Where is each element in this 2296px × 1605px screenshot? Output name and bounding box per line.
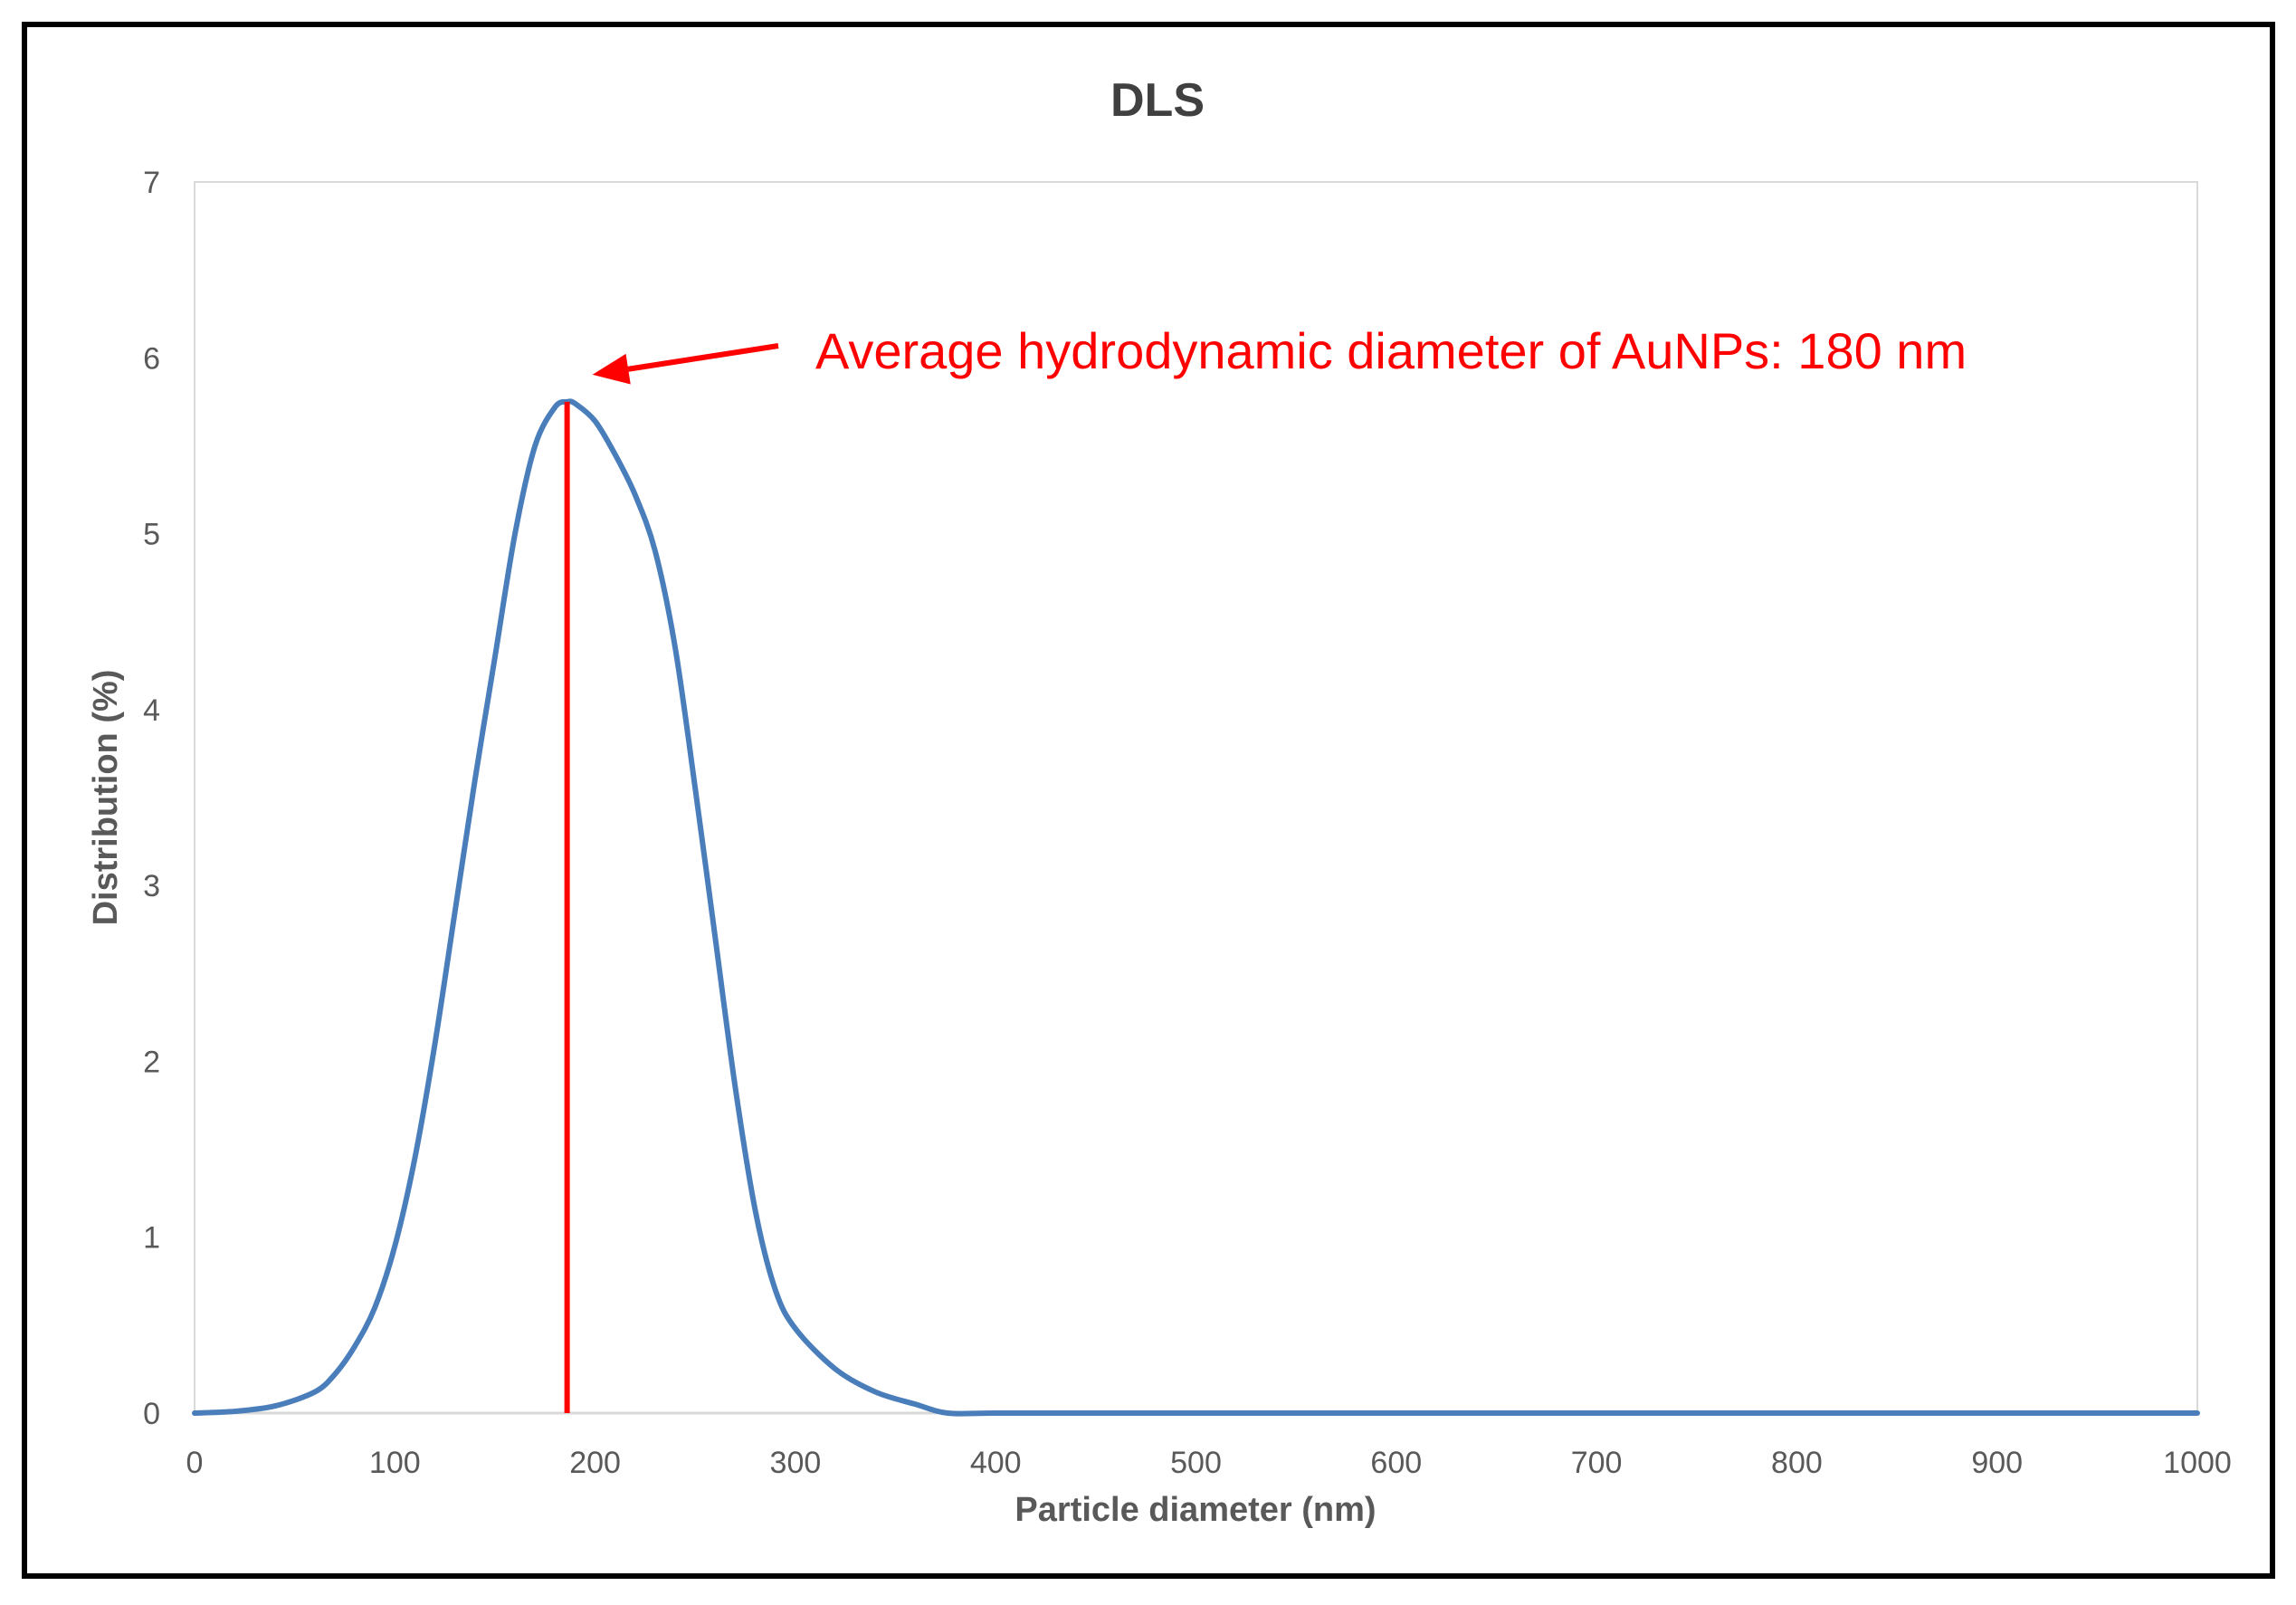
x-tick-label: 800 [1771,1446,1823,1480]
annotation-arrow-shaft [627,343,779,372]
chart-title: DLS [1110,74,1205,127]
x-tick-label: 900 [1971,1446,2023,1480]
x-tick-labels: 0 100 200 300 400 500 600 700 800 900 1000 [186,1446,2232,1480]
x-tick-label: 1000 [2163,1446,2232,1480]
y-tick-label: 3 [143,869,160,903]
y-tick-label: 5 [143,518,160,552]
chart: DLS 0 1 2 3 4 5 6 7 0 100 200 300 400 500 600 700 800 90… [87,74,2232,1529]
chart-frame: DLS 0 1 2 3 4 5 6 7 0 100 200 300 400 500 600 700 800 90… [22,22,2275,1579]
x-tick-label: 300 [770,1446,822,1480]
x-tick-label: 400 [970,1446,1022,1480]
y-axis-title: Distribution (%) [87,670,125,926]
y-tick-labels: 0 1 2 3 4 5 6 7 [143,166,160,1431]
x-tick-label: 200 [569,1446,621,1480]
y-tick-label: 4 [143,693,160,728]
x-axis-title: Particle diameter (nm) [1015,1491,1376,1529]
y-tick-label: 6 [143,341,160,376]
annotation-label: Average hydrodynamic diameter of AuNPs: … [815,322,1967,379]
annotation-layer: Average hydrodynamic diameter of AuNPs: … [564,322,1967,1413]
y-tick-label: 7 [143,166,160,200]
series-layer [192,398,2200,1417]
x-tick-label: 600 [1370,1446,1422,1480]
annotation-arrow-head [592,353,631,385]
series-line-0 [192,398,2200,1417]
x-tick-label: 500 [1170,1446,1222,1480]
x-tick-label: 100 [369,1446,421,1480]
x-tick-label: 700 [1571,1446,1623,1480]
y-tick-label: 1 [143,1221,160,1256]
y-tick-label: 2 [143,1045,160,1079]
y-tick-label: 0 [143,1397,160,1431]
x-tick-label: 0 [186,1446,204,1480]
